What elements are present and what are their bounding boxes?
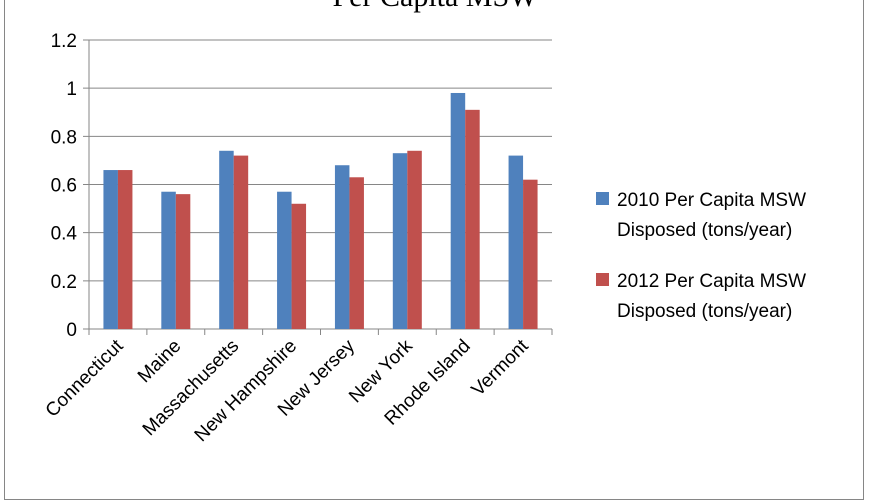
y-tick-label: 0.6 [51, 176, 77, 197]
legend-label: 2010 Per Capita MSW [617, 190, 806, 211]
bars [103, 92, 538, 329]
legend-swatch [596, 192, 609, 205]
y-tick-label: 0.2 [51, 272, 77, 293]
chart-title: Per Capita MSW [0, 0, 870, 14]
bar-2012 [175, 194, 191, 329]
legend-label: Disposed (tons/year) [617, 301, 792, 322]
y-tick-label: 0.8 [51, 127, 77, 148]
bar-2010 [450, 92, 466, 329]
y-tick-label: 1 [66, 79, 77, 100]
x-category-label: Connecticut [42, 335, 128, 421]
y-tick-label: 0.4 [51, 224, 78, 245]
chart-frame [4, 0, 864, 500]
bar-2012 [291, 203, 307, 329]
bar-2010 [392, 153, 408, 329]
bar-2012 [523, 179, 538, 329]
x-category-label: Vermont [468, 335, 533, 400]
y-axis-ticks: 0 0.2 0.4 0.6 0.8 1 1.2 [51, 31, 78, 341]
bar-2012 [349, 177, 364, 329]
y-tick-label: 0 [66, 320, 77, 341]
legend: 2010 Per Capita MSW Disposed (tons/year) 2… [596, 190, 806, 322]
bar-2010 [161, 191, 176, 329]
legend-label: Disposed (tons/year) [617, 220, 792, 241]
bar-2010 [219, 150, 234, 329]
bar-2012 [407, 150, 422, 329]
x-category-label: New Hampshire [191, 336, 301, 446]
y-tick-label: 1.2 [51, 31, 77, 52]
bar-2010 [334, 165, 350, 329]
bar-2010 [508, 155, 524, 329]
x-category-label: Maine [134, 336, 185, 387]
gridlines [83, 39, 553, 335]
bar-2010 [103, 170, 118, 329]
legend-swatch [596, 273, 609, 286]
bar-2012 [117, 170, 133, 329]
bar-2012 [233, 155, 249, 329]
bar-2010 [277, 191, 292, 329]
bar-2012 [465, 109, 480, 329]
legend-label: 2012 Per Capita MSW [617, 271, 806, 292]
